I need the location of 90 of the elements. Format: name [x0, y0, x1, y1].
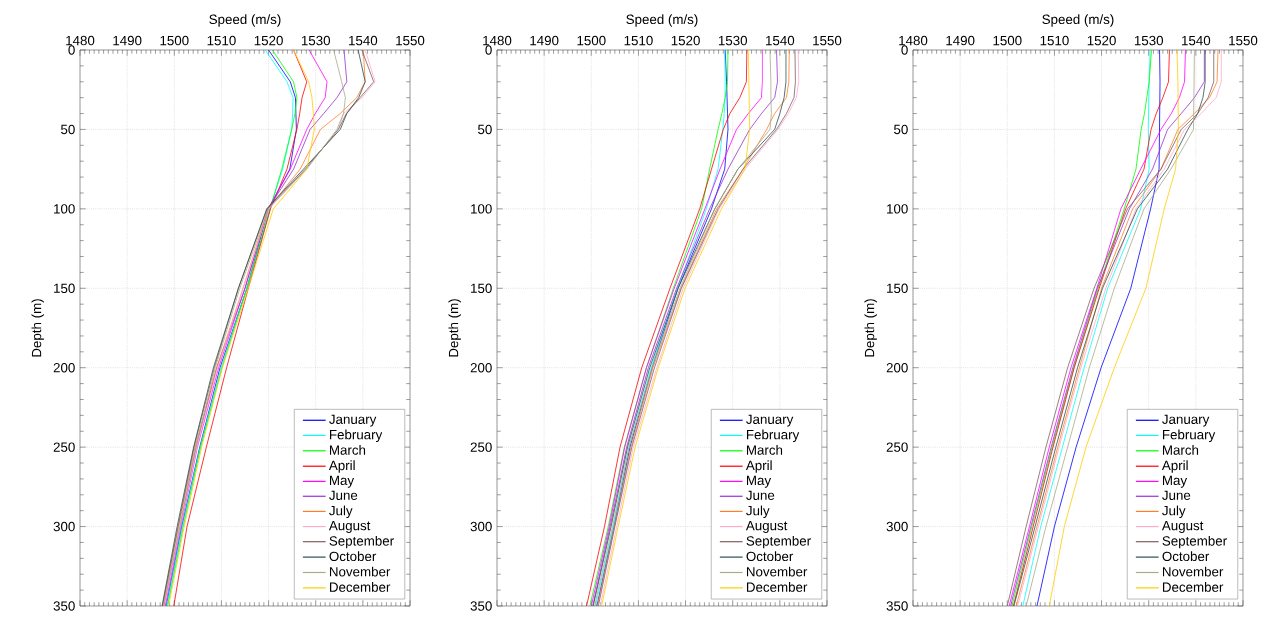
- legend-label: April: [1161, 460, 1188, 473]
- x-tick-label: 1550: [396, 35, 425, 46]
- legend-label: April: [745, 460, 772, 473]
- x-tick-label: 1480: [66, 35, 95, 46]
- legend-label: March: [329, 444, 366, 455]
- y-tick-label: 150: [887, 283, 908, 293]
- legend-label: December: [1162, 582, 1224, 592]
- legend-label: May: [1162, 475, 1188, 488]
- x-axis-title: Speed (m/s): [209, 14, 281, 27]
- legend-label: January: [1162, 414, 1210, 427]
- y-tick-label: 100: [471, 204, 492, 214]
- legend-label: December: [329, 582, 391, 592]
- legend-label: January: [746, 414, 794, 427]
- x-tick-label: 1530: [1134, 35, 1164, 46]
- x-tick-label: 1550: [1229, 35, 1258, 46]
- legend-label: March: [746, 444, 783, 455]
- legend-label: April: [328, 460, 355, 473]
- x-tick-label: 1540: [1182, 35, 1211, 46]
- y-tick-label: 50: [894, 124, 908, 135]
- x-tick-label: 1550: [813, 35, 842, 46]
- x-axis-title: Speed (m/s): [1042, 14, 1114, 27]
- x-axis-title: Speed (m/s): [626, 14, 698, 27]
- legend-label: November: [329, 566, 391, 577]
- x-tick-label: 1500: [160, 35, 189, 46]
- x-tick-label: 1490: [113, 35, 142, 46]
- y-tick-label: 0: [901, 45, 908, 55]
- x-tick-label: 1500: [577, 35, 606, 46]
- legend-label: August: [745, 520, 788, 533]
- legend-label: February: [329, 429, 383, 442]
- x-tick-label: 1520: [671, 35, 700, 46]
- y-tick-label: 300: [53, 521, 75, 532]
- y-tick-label: 0: [68, 45, 75, 55]
- y-tick-label: 50: [61, 124, 75, 135]
- y-tick-label: 100: [54, 204, 75, 214]
- legend-label: October: [746, 551, 794, 562]
- x-tick-label: 1480: [899, 35, 928, 46]
- legend-label: July: [329, 505, 353, 518]
- legend-label: June: [746, 490, 775, 500]
- x-tick-label: 1530: [718, 35, 748, 46]
- legend-label: February: [746, 429, 800, 442]
- legend-label: August: [1161, 520, 1204, 533]
- y-tick-label: 0: [485, 45, 492, 55]
- y-axis-title: Depth (m): [864, 299, 877, 357]
- x-tick-label: 1520: [254, 35, 283, 46]
- legend-label: September: [329, 535, 394, 549]
- x-tick-label: 1510: [207, 35, 236, 46]
- x-tick-label: 1530: [301, 35, 331, 46]
- legend-label: February: [1162, 429, 1216, 442]
- x-tick-label: 1510: [624, 35, 653, 46]
- legend-label: September: [1162, 535, 1227, 549]
- legend-label: October: [329, 551, 377, 562]
- x-tick-label: 1540: [349, 35, 378, 46]
- x-tick-label: 1500: [993, 35, 1022, 46]
- legend-label: January: [329, 414, 377, 427]
- legend-label: May: [329, 475, 355, 488]
- y-axis-title: Depth (m): [448, 299, 461, 357]
- y-tick-label: 150: [54, 283, 75, 293]
- legend-label: June: [1162, 490, 1191, 500]
- legend-label: October: [1162, 551, 1210, 562]
- legend-label: June: [329, 490, 358, 500]
- y-tick-label: 50: [478, 124, 492, 135]
- y-tick-label: 300: [886, 521, 908, 532]
- y-tick-label: 200: [470, 362, 492, 373]
- x-tick-label: 1480: [483, 35, 512, 46]
- y-tick-label: 200: [886, 362, 908, 373]
- y-tick-label: 350: [886, 601, 908, 611]
- legend-label: August: [328, 520, 371, 533]
- y-tick-label: 250: [470, 442, 492, 452]
- legend-label: July: [1162, 505, 1186, 518]
- y-tick-label: 200: [53, 362, 75, 373]
- legend-label: November: [1162, 566, 1224, 577]
- y-tick-label: 150: [471, 283, 492, 293]
- x-tick-label: 1490: [530, 35, 559, 46]
- legend-label: March: [1162, 444, 1199, 455]
- y-tick-label: 350: [53, 601, 75, 611]
- legend-label: November: [746, 566, 808, 577]
- x-tick-label: 1540: [766, 35, 795, 46]
- x-tick-label: 1510: [1040, 35, 1069, 46]
- y-tick-label: 350: [470, 601, 492, 611]
- y-tick-label: 100: [887, 204, 908, 214]
- legend-label: December: [746, 582, 808, 592]
- y-axis-title: Depth (m): [31, 299, 44, 357]
- y-tick-label: 250: [53, 442, 75, 452]
- x-tick-label: 1520: [1087, 35, 1116, 46]
- legend-label: September: [746, 535, 811, 549]
- y-tick-label: 300: [470, 521, 492, 532]
- legend-label: May: [746, 475, 772, 488]
- x-tick-label: 1490: [946, 35, 975, 46]
- y-tick-label: 250: [886, 442, 908, 452]
- legend-label: July: [746, 505, 770, 518]
